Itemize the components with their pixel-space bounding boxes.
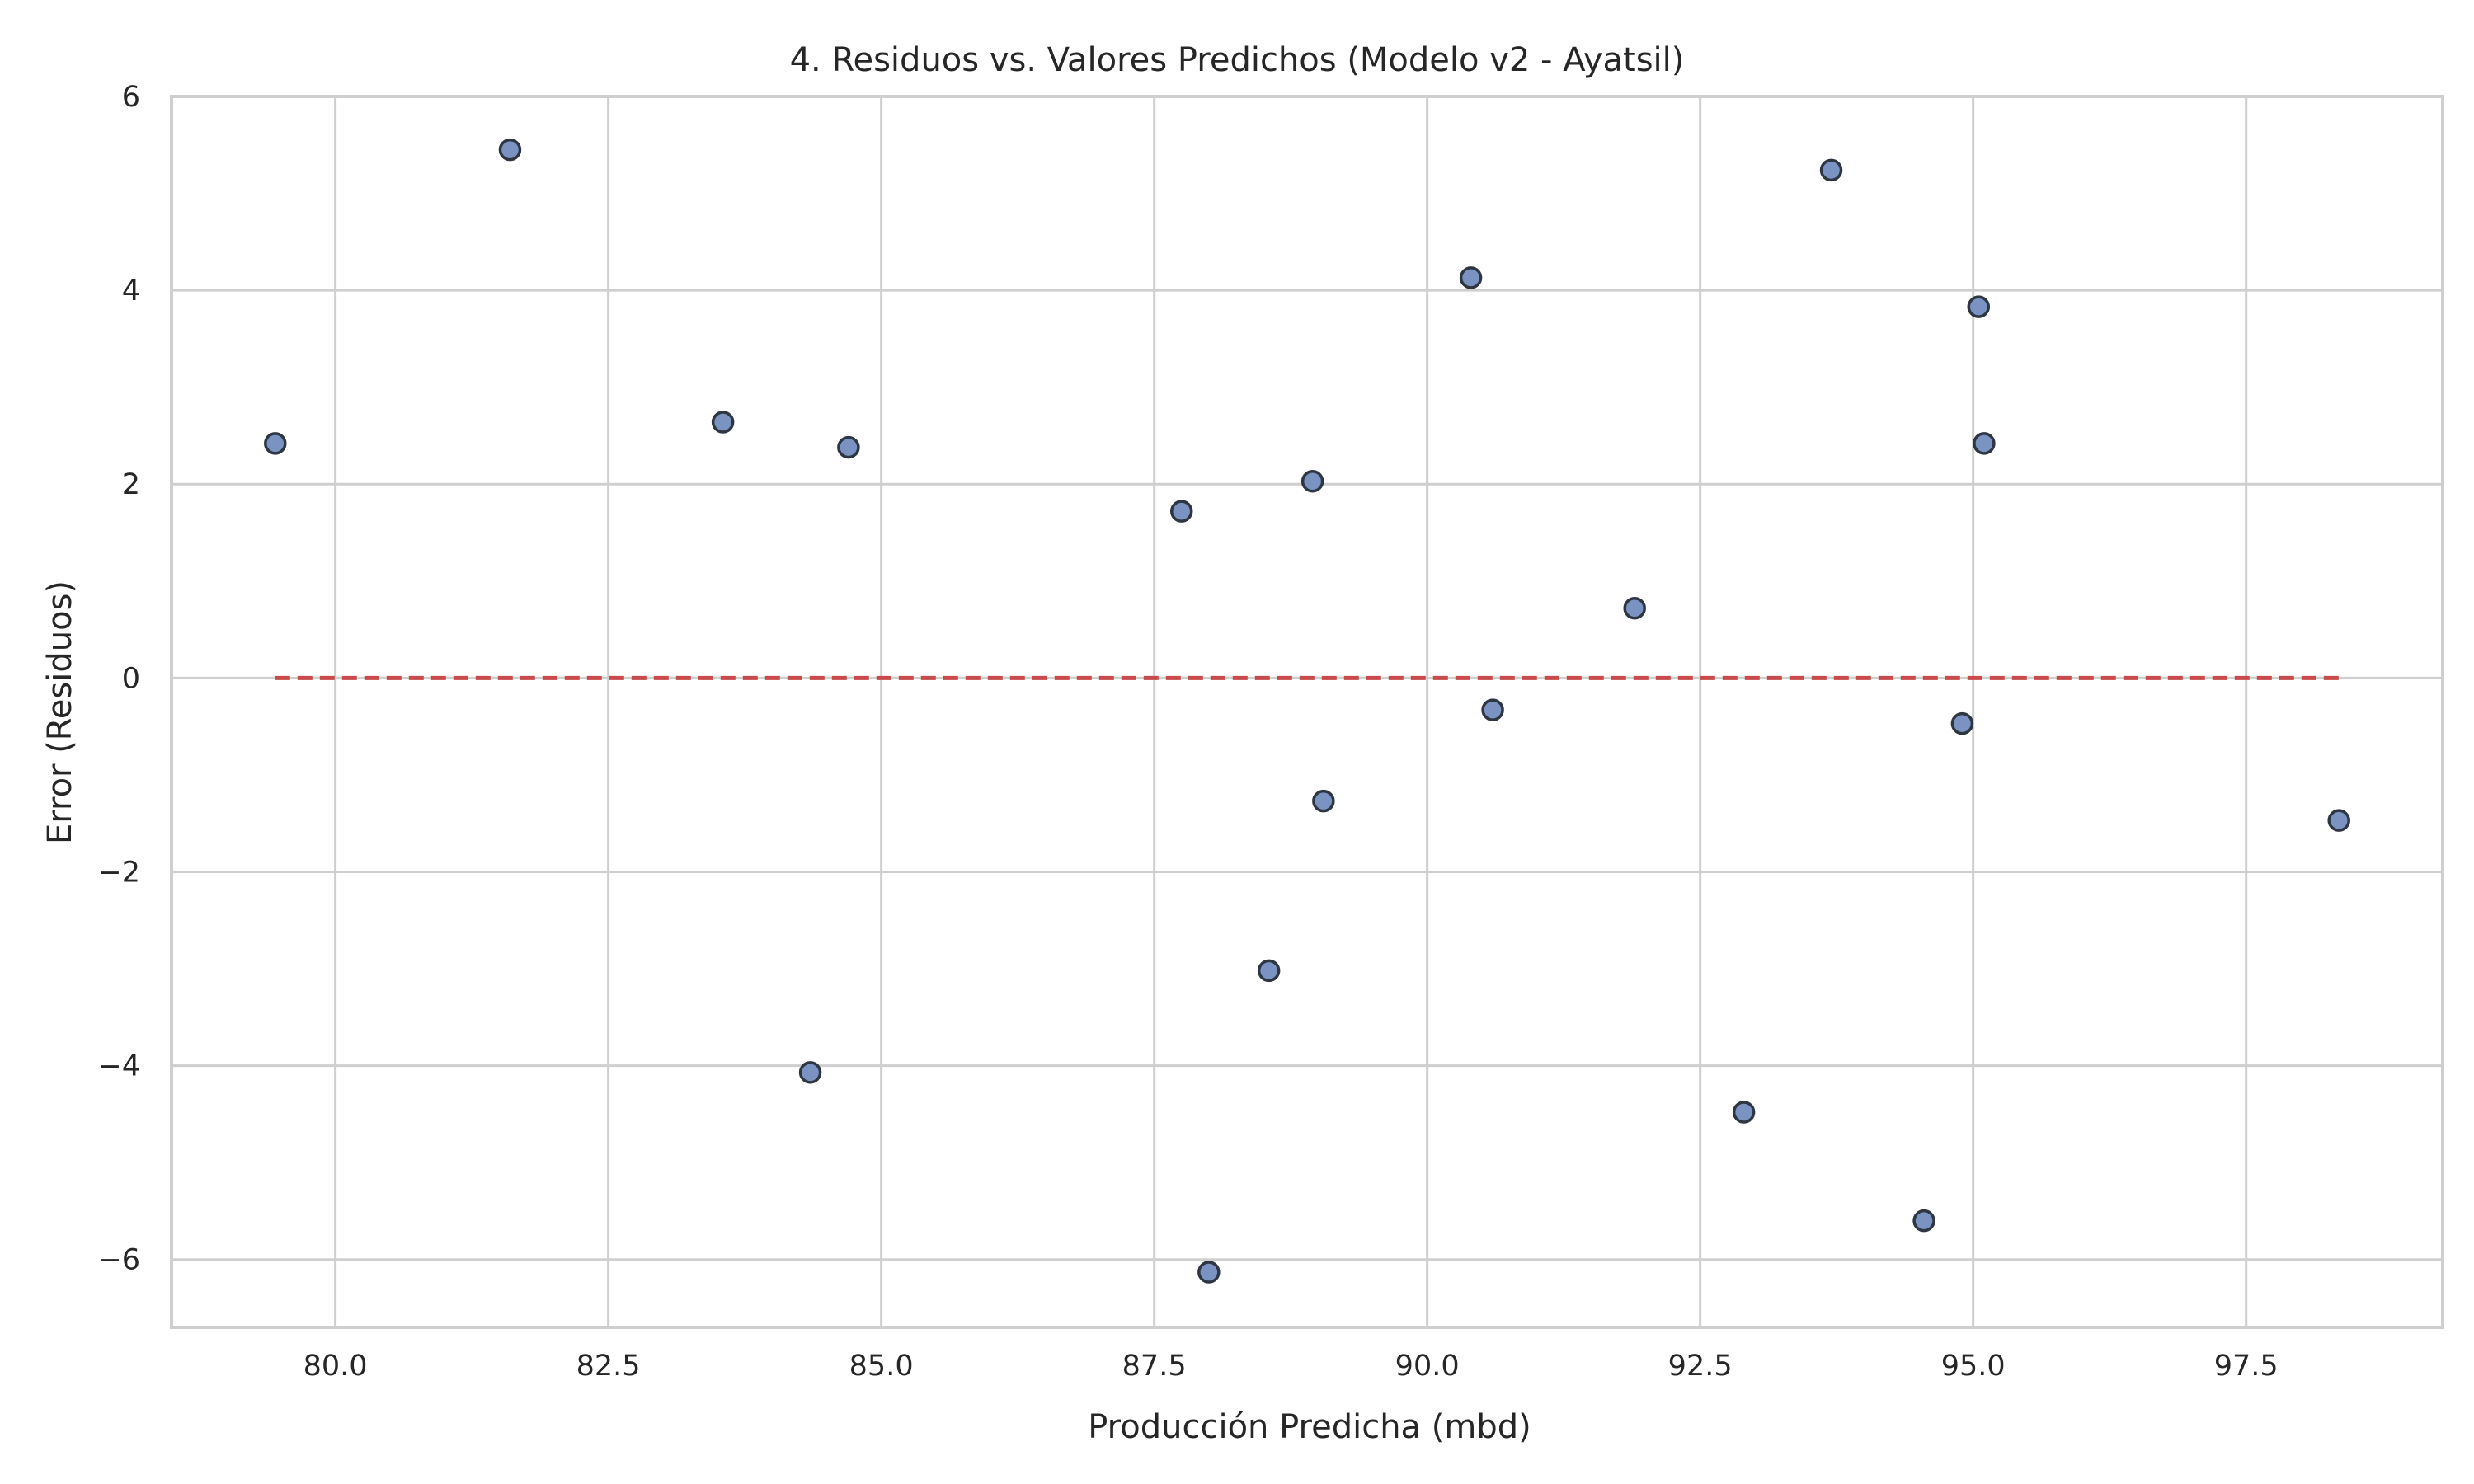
y-tick-label: 4	[122, 275, 140, 308]
y-tick-label: 6	[122, 81, 140, 114]
scatter-point	[1819, 158, 1843, 182]
y-tick-label: 2	[122, 468, 140, 501]
scatter-point	[264, 432, 287, 455]
y-tick-label: 0	[122, 662, 140, 695]
scatter-point	[1197, 1261, 1221, 1284]
x-tick-label: 82.5	[576, 1350, 641, 1383]
scatter-point	[798, 1061, 822, 1084]
x-axis-label: Producción Predicha (mbd)	[1088, 1408, 1531, 1446]
scatter-point	[1950, 711, 1974, 735]
scatter-point	[711, 411, 735, 434]
scatter-point	[2327, 809, 2350, 832]
x-tick-label: 87.5	[1122, 1350, 1187, 1383]
scatter-points	[264, 138, 2350, 1284]
scatter-point	[1312, 789, 1335, 813]
scatter-point	[1300, 469, 1324, 493]
y-tick-label: −6	[97, 1244, 140, 1277]
scatter-point	[1732, 1101, 1756, 1124]
chart-title: 4. Residuos vs. Valores Predichos (Model…	[790, 41, 1685, 79]
scatter-point	[1459, 266, 1483, 289]
scatter-point	[1973, 432, 1996, 455]
scatter-point	[1623, 596, 1646, 620]
x-tick-label: 92.5	[1668, 1350, 1733, 1383]
scatter-point	[1257, 959, 1281, 983]
scatter-point	[498, 138, 522, 162]
scatter-point	[1912, 1209, 1935, 1233]
scatter-point	[1169, 500, 1193, 523]
scatter-point	[837, 435, 860, 459]
scatter-point	[1481, 698, 1504, 721]
x-tick-label: 80.0	[303, 1350, 368, 1383]
y-axis-label: Error (Residuos)	[41, 580, 79, 844]
plot-frame	[170, 95, 2444, 1329]
x-tick-label: 90.0	[1395, 1350, 1460, 1383]
y-tick-labels: 6 4 2 0 −2 −4 −6	[97, 81, 140, 1277]
y-tick-label: −4	[97, 1050, 140, 1083]
x-tick-label: 97.5	[2214, 1350, 2279, 1383]
x-tick-label: 95.0	[1941, 1350, 2006, 1383]
x-tick-label: 85.0	[849, 1350, 914, 1383]
y-tick-label: −2	[97, 856, 140, 889]
scatter-point	[1967, 295, 1991, 318]
x-tick-labels: 80.0 82.5 85.0 87.5 90.0 92.5 95.0 97.5	[303, 1350, 2279, 1383]
